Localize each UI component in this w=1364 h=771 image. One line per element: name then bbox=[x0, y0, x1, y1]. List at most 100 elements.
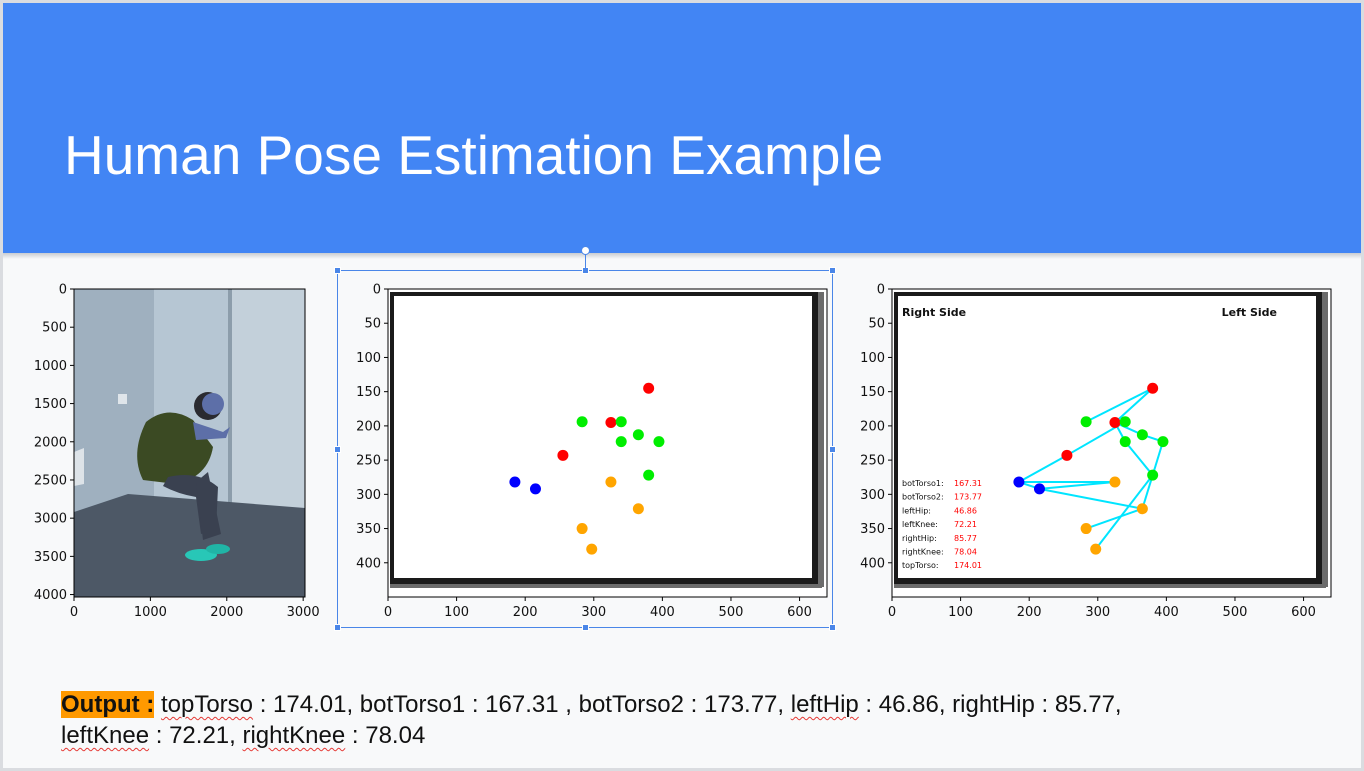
output-text-space bbox=[154, 691, 161, 718]
y-tick-label: 100 bbox=[356, 351, 381, 366]
slide-title[interactable]: Human Pose Estimation Example bbox=[64, 124, 884, 186]
resize-handle-w[interactable] bbox=[334, 446, 341, 453]
output-text-segment: : 46.86, rightHip : 85.77, bbox=[858, 691, 1122, 718]
keypoint-marker bbox=[632, 503, 644, 515]
output-label: Output : bbox=[61, 691, 155, 718]
output-text-segment: : 78.04 bbox=[345, 722, 426, 749]
x-tick-label: 0 bbox=[888, 605, 896, 620]
angle-value: 174.01 bbox=[954, 561, 982, 570]
angle-label: rightKnee: bbox=[902, 547, 944, 556]
keypoint-marker bbox=[1119, 416, 1131, 428]
y-tick-label: 150 bbox=[356, 385, 381, 400]
keypoint-marker bbox=[576, 523, 588, 535]
y-tick-label: 50 bbox=[364, 317, 381, 332]
x-tick-label: 500 bbox=[719, 605, 744, 620]
keypoint-marker bbox=[643, 382, 655, 394]
angle-label: leftHip: bbox=[902, 506, 931, 515]
keypoint-marker bbox=[605, 416, 617, 428]
angle-value: 85.77 bbox=[954, 534, 977, 543]
keypoint-marker bbox=[1147, 469, 1159, 481]
keypoint-marker bbox=[1013, 476, 1025, 488]
angle-label: botTorso2: bbox=[902, 493, 944, 502]
y-tick-label: 250 bbox=[860, 454, 885, 469]
y-tick-label: 500 bbox=[42, 321, 67, 336]
photo-plot[interactable]: 0 500 1000 1500 2000 2500 3000 3500 4000 0 1000 20… bbox=[18, 272, 328, 632]
resize-handle-ne[interactable] bbox=[829, 267, 836, 274]
resize-handle-se[interactable] bbox=[829, 624, 836, 631]
keypoint-marker bbox=[529, 483, 541, 495]
skeleton-plot[interactable]: Right Side Left Side botTorso1: 167.31bot… bbox=[836, 272, 1341, 632]
keypoint-marker bbox=[1090, 543, 1102, 555]
keypoints-plot[interactable]: 0 50 100 150 200 250 300 350 400 0 100 200 300 400 50… bbox=[332, 272, 837, 632]
skeleton-line bbox=[1039, 487, 1143, 510]
spellcheck-topTorso: topTorso bbox=[160, 691, 254, 718]
y-tick-label: 1000 bbox=[34, 359, 67, 374]
x-tick-label: 600 bbox=[1291, 605, 1316, 620]
y-tick-label: 150 bbox=[860, 385, 885, 400]
y-tick-label: 1500 bbox=[34, 397, 67, 412]
y-tick-label: 0 bbox=[373, 283, 381, 298]
keypoint-marker bbox=[1136, 429, 1148, 441]
angle-value: 72.21 bbox=[954, 520, 977, 529]
resize-handle-s[interactable] bbox=[582, 624, 589, 631]
x-tick-label: 600 bbox=[787, 605, 812, 620]
x-tick-label: 200 bbox=[513, 605, 538, 620]
skeleton-line bbox=[1018, 454, 1068, 483]
resize-handle-e[interactable] bbox=[829, 446, 836, 453]
keypoint-marker bbox=[632, 429, 644, 441]
keypoint-marker bbox=[1136, 503, 1148, 515]
y-tick-label: 50 bbox=[868, 317, 885, 332]
y-tick-label: 400 bbox=[356, 556, 381, 571]
x-tick-label: 500 bbox=[1223, 605, 1248, 620]
resize-handle-nw[interactable] bbox=[334, 267, 341, 274]
output-text-segment: : 72.21, bbox=[149, 722, 243, 749]
spellcheck-leftKnee: leftKnee bbox=[61, 722, 150, 749]
x-tick-label: 0 bbox=[70, 605, 78, 620]
keypoint-marker bbox=[1109, 476, 1121, 488]
keypoint-marker bbox=[557, 449, 569, 461]
angle-value: 78.04 bbox=[954, 547, 977, 556]
photo-y-axis: 0 500 1000 1500 2000 2500 3000 3500 4000 bbox=[34, 283, 74, 603]
output-text[interactable]: Output : topTorso : 174.01, botTorso1 : … bbox=[61, 689, 1261, 751]
rotate-handle[interactable] bbox=[581, 246, 590, 255]
y-tick-label: 2000 bbox=[34, 435, 67, 450]
keypoint-marker bbox=[615, 436, 627, 448]
x-tick-label: 400 bbox=[1154, 605, 1179, 620]
y-tick-label: 200 bbox=[356, 419, 381, 434]
keypoint-marker bbox=[1080, 523, 1092, 535]
y-tick-label: 300 bbox=[356, 488, 381, 503]
output-text-segment: : 174.01, botTorso1 : 167.31 , botTorso2… bbox=[253, 691, 791, 718]
keypoints-y-axis: 0 50 100 150 200 250 300 350 400 bbox=[356, 283, 388, 571]
skeleton-markers bbox=[1013, 382, 1169, 555]
person-figure bbox=[137, 392, 230, 561]
x-tick-label: 100 bbox=[444, 605, 469, 620]
skeleton-line bbox=[1094, 474, 1154, 550]
left-side-label: Left Side bbox=[1222, 306, 1277, 319]
keypoint-marker bbox=[615, 416, 627, 428]
resize-handle-sw[interactable] bbox=[334, 624, 341, 631]
y-tick-label: 4000 bbox=[34, 588, 67, 603]
keypoint-marker bbox=[653, 436, 665, 448]
skeleton-line bbox=[1151, 441, 1164, 476]
skeleton-y-axis: 0 50 100 150 200 250 300 350 400 bbox=[860, 283, 892, 571]
right-side-label: Right Side bbox=[902, 306, 966, 319]
angle-label: rightHip: bbox=[902, 534, 937, 543]
keypoint-marker bbox=[1061, 449, 1073, 461]
y-tick-label: 2500 bbox=[34, 473, 67, 488]
skeleton-line bbox=[1039, 481, 1116, 490]
joint-angle-list: botTorso1: 167.31 botTorso2: 173.77 leftHip:… bbox=[902, 479, 982, 570]
keypoints-x-axis: 0 100 200 300 400 500 600 bbox=[384, 597, 812, 620]
keypoint-marker bbox=[576, 416, 588, 428]
keypoint-marker bbox=[1147, 382, 1159, 394]
angle-label: leftKnee: bbox=[902, 520, 938, 529]
y-tick-label: 100 bbox=[860, 351, 885, 366]
photo-x-axis: 0 1000 2000 3000 bbox=[70, 597, 320, 620]
y-tick-label: 3500 bbox=[34, 550, 67, 565]
keypoint-marker bbox=[1119, 436, 1131, 448]
skeleton-x-axis: 0 100 200 300 400 500 600 bbox=[888, 597, 1316, 620]
x-tick-label: 0 bbox=[384, 605, 392, 620]
x-tick-label: 300 bbox=[1085, 605, 1110, 620]
x-tick-label: 100 bbox=[948, 605, 973, 620]
x-tick-label: 1000 bbox=[134, 605, 167, 620]
angle-value: 167.31 bbox=[954, 479, 982, 488]
